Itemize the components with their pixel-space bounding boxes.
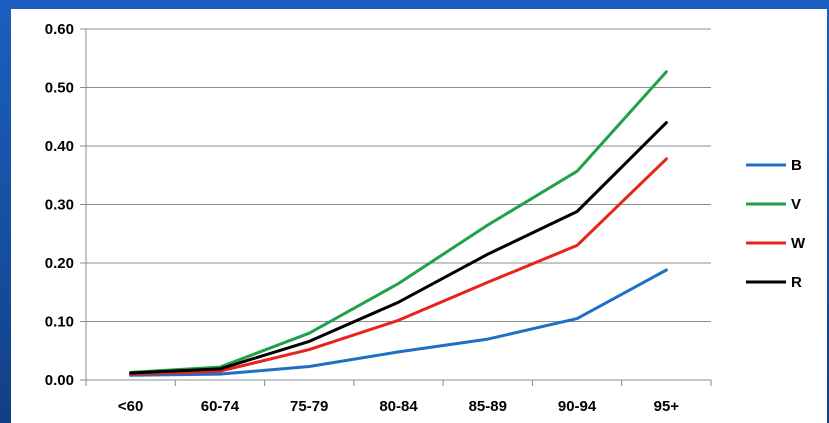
x-tick-label: 60-74 (201, 398, 240, 415)
x-axis-ticks: <60 60-74 75-79 80-84 85-89 90-94 95+ (118, 398, 679, 415)
y-axis-ticks: 0.00 0.10 0.20 0.30 0.40 0.50 0.60 (45, 21, 74, 389)
y-tick-label: 0.30 (45, 197, 74, 214)
line-chart: 0.00 0.10 0.20 0.30 0.40 0.50 0.60 <60 60-74 75-… (45, 21, 806, 415)
legend-label-B: B (791, 157, 802, 174)
x-tick-label: 75-79 (290, 398, 328, 415)
legend-label-R: R (791, 274, 802, 291)
y-tick-label: 0.40 (45, 138, 74, 155)
series-lines (129, 70, 668, 377)
x-tick-label: 85-89 (469, 398, 507, 415)
chart-panel: 0.00 0.10 0.20 0.30 0.40 0.50 0.60 <60 60-74 75-… (11, 9, 827, 423)
series-line-R (129, 121, 668, 375)
legend-label-V: V (791, 196, 801, 213)
y-tick-label: 0.20 (45, 255, 74, 272)
y-tick-label: 0.10 (45, 314, 74, 331)
legend-label-W: W (791, 235, 806, 252)
series-line-B (129, 268, 668, 377)
series-line-W (129, 157, 668, 376)
y-tick-label: 0.00 (45, 372, 74, 389)
legend: B V W R (746, 157, 806, 291)
x-tick-label: 80-84 (379, 398, 418, 415)
x-tick-label: 95+ (654, 398, 680, 415)
x-tick-label: <60 (118, 398, 143, 415)
x-tick-label: 90-94 (558, 398, 597, 415)
series-line-V (129, 70, 668, 374)
gridlines (86, 28, 711, 322)
axes (80, 28, 712, 386)
y-tick-label: 0.50 (45, 80, 74, 97)
y-tick-label: 0.60 (45, 21, 74, 38)
